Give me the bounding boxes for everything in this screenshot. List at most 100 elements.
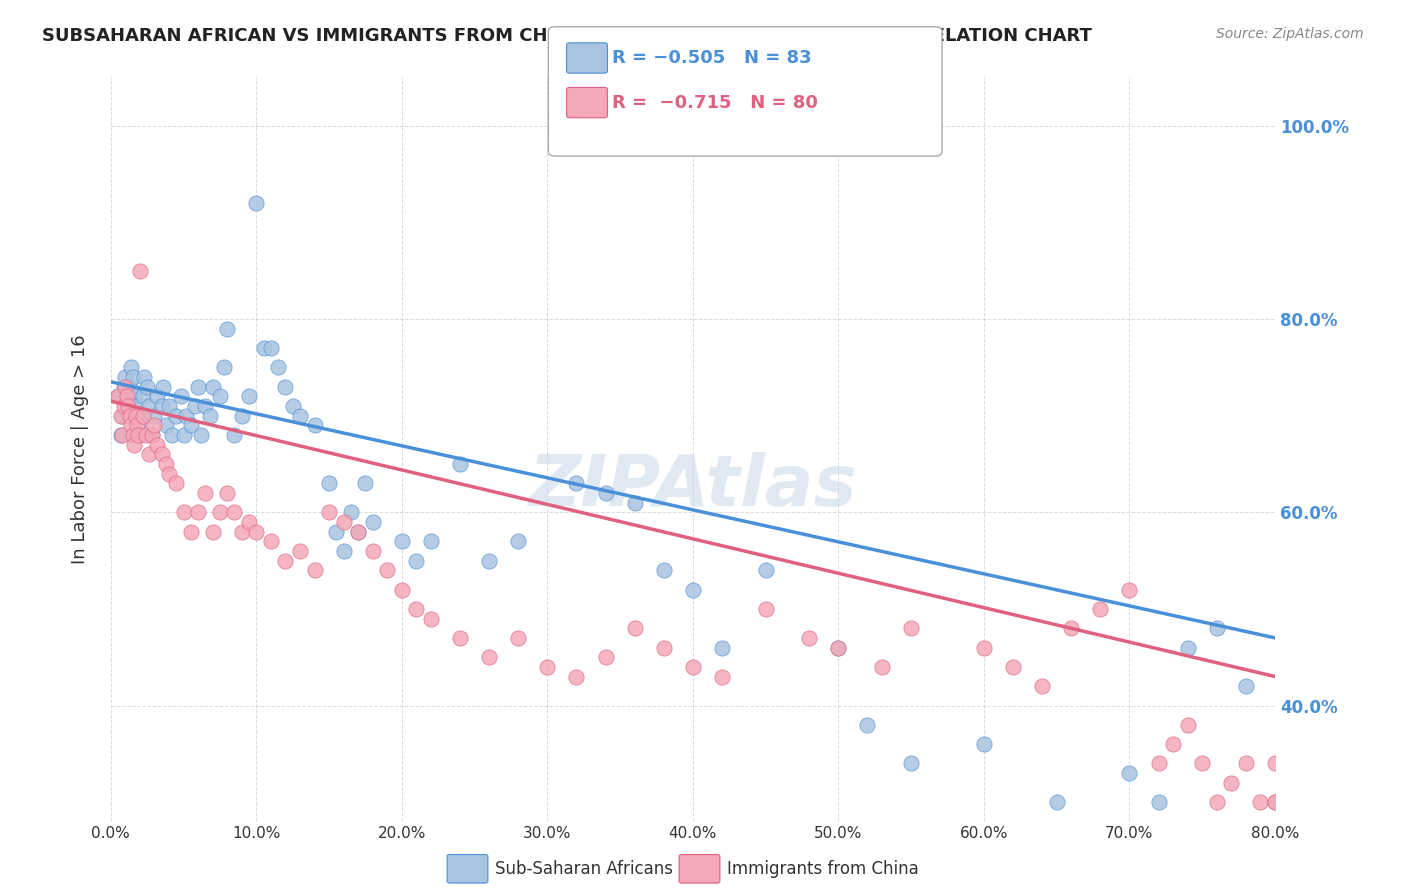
Point	[143, 418, 166, 433]
Point	[900, 621, 922, 635]
Point	[361, 544, 384, 558]
Point	[1264, 756, 1286, 771]
Point	[111, 409, 134, 423]
Point	[449, 631, 471, 645]
Point	[245, 196, 267, 211]
Point	[214, 360, 236, 375]
Point	[152, 379, 174, 393]
Point	[419, 534, 441, 549]
Point	[224, 505, 246, 519]
Point	[138, 447, 160, 461]
Point	[755, 602, 778, 616]
Point	[190, 428, 212, 442]
Text: Immigrants from China: Immigrants from China	[727, 860, 918, 878]
Point	[274, 553, 297, 567]
Point	[1046, 795, 1069, 809]
Point	[1191, 756, 1213, 771]
Point	[508, 631, 530, 645]
Point	[973, 640, 995, 655]
Point	[710, 669, 733, 683]
Point	[710, 640, 733, 655]
Point	[304, 418, 326, 433]
Point	[595, 486, 617, 500]
Point	[117, 399, 139, 413]
Point	[318, 476, 340, 491]
Point	[150, 399, 173, 413]
Point	[121, 428, 143, 442]
Point	[478, 553, 501, 567]
Text: Sub-Saharan Africans: Sub-Saharan Africans	[495, 860, 673, 878]
Point	[141, 428, 163, 442]
Point	[508, 534, 530, 549]
Point	[111, 428, 134, 442]
Point	[1234, 756, 1257, 771]
Point	[332, 544, 354, 558]
Point	[138, 399, 160, 413]
Point	[107, 389, 129, 403]
Point	[165, 476, 187, 491]
Point	[238, 515, 260, 529]
Point	[347, 524, 370, 539]
Point	[304, 563, 326, 577]
Point	[165, 409, 187, 423]
Point	[288, 544, 311, 558]
Point	[132, 409, 155, 423]
Point	[1060, 621, 1083, 635]
Point	[112, 379, 135, 393]
Point	[318, 505, 340, 519]
Point	[267, 360, 290, 375]
Point	[115, 389, 138, 403]
Point	[217, 321, 239, 335]
Point	[124, 399, 146, 413]
Point	[155, 457, 177, 471]
Point	[187, 379, 209, 393]
Point	[194, 486, 217, 500]
Point	[347, 524, 370, 539]
Point	[478, 650, 501, 665]
Point	[1264, 795, 1286, 809]
Point	[652, 563, 675, 577]
Point	[1147, 795, 1170, 809]
Text: ZIPAtlas: ZIPAtlas	[529, 452, 858, 521]
Point	[900, 756, 922, 771]
Point	[973, 737, 995, 751]
Point	[117, 399, 139, 413]
Text: R =  −0.715   N = 80: R = −0.715 N = 80	[612, 94, 817, 112]
Point	[1205, 795, 1227, 809]
Point	[682, 582, 704, 597]
Point	[134, 370, 156, 384]
Point	[623, 621, 645, 635]
Point	[595, 650, 617, 665]
Point	[120, 418, 142, 433]
Point	[135, 428, 157, 442]
Point	[114, 370, 136, 384]
Point	[217, 486, 239, 500]
Point	[375, 563, 398, 577]
Point	[391, 582, 413, 597]
Point	[281, 399, 304, 413]
Point	[112, 399, 135, 413]
Point	[682, 660, 704, 674]
Point	[187, 505, 209, 519]
Point	[419, 611, 441, 625]
Point	[157, 399, 180, 413]
Point	[332, 515, 354, 529]
Point	[122, 389, 145, 403]
Point	[870, 660, 893, 674]
Point	[231, 409, 253, 423]
Point	[340, 505, 363, 519]
Point	[1031, 679, 1053, 693]
Point	[260, 341, 283, 355]
Point	[799, 631, 821, 645]
Point	[1177, 718, 1199, 732]
Point	[856, 718, 879, 732]
Point	[201, 379, 224, 393]
Point	[173, 428, 195, 442]
Point	[231, 524, 253, 539]
Point	[208, 505, 231, 519]
Point	[125, 418, 148, 433]
Point	[252, 341, 274, 355]
Point	[755, 563, 778, 577]
Point	[118, 379, 141, 393]
Point	[124, 409, 146, 423]
